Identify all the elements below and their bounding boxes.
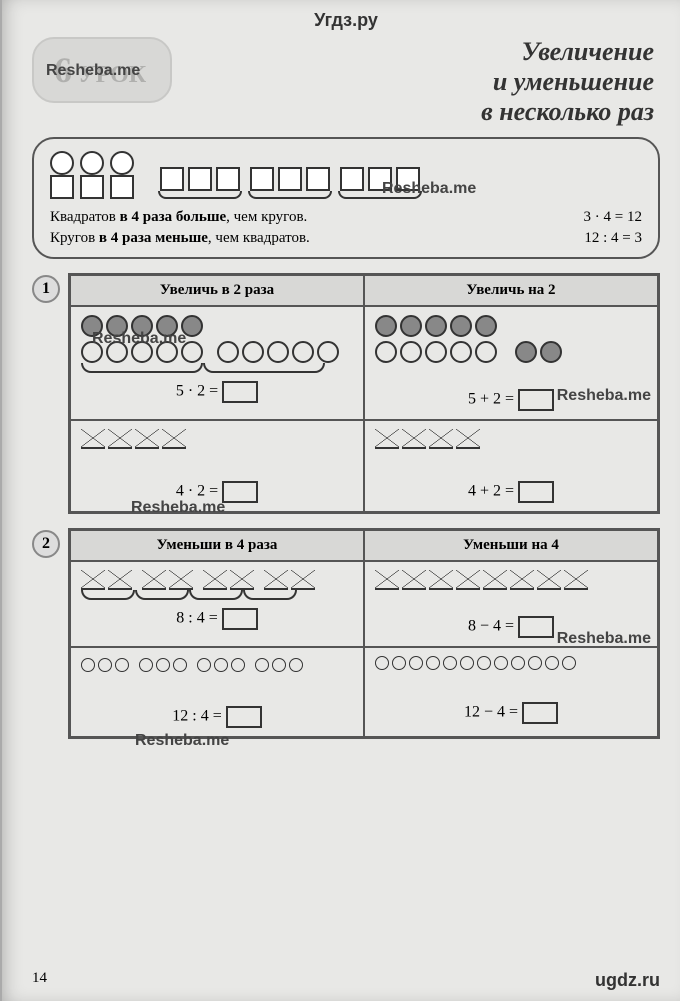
intro-shapes <box>50 151 642 199</box>
ex1-eq-c: 4 · 2 = <box>176 482 218 499</box>
shape-unit <box>80 151 104 199</box>
watermark-4: Resheba.me <box>557 387 651 405</box>
answer-box[interactable] <box>226 706 262 728</box>
exercise-1: 1 Увеличь в 2 раза Увеличь на 2 5 · 2 = … <box>32 273 660 514</box>
top-site-label: Угдз.ру <box>32 10 660 31</box>
exercise-1-grid: Увеличь в 2 раза Увеличь на 2 5 · 2 = 5 … <box>68 273 660 514</box>
header-row: 6 УРОК Увеличение и уменьшение в несколь… <box>32 37 660 127</box>
title-line-1: Увеличение <box>192 37 654 67</box>
title-line-2: и уменьшение <box>192 67 654 97</box>
ex1-eq-d: 4 + 2 = <box>468 482 514 499</box>
ex2-eq-b: 8 − 4 = <box>468 617 514 634</box>
ex2-cell-a: 8 : 4 = <box>70 561 364 647</box>
exercise-number: 1 <box>32 275 60 303</box>
ex1-eq-a: 5 · 2 = <box>176 382 218 399</box>
ex2-eq-d: 12 − 4 = <box>464 703 518 720</box>
intro-line-1: Квадратов в 4 раза больше, чем кругов. <box>50 209 307 226</box>
intro-line-2: Кругов в 4 раза меньше, чем квадратов. <box>50 230 310 247</box>
ex2-cell-d: 12 − 4 = <box>364 647 658 737</box>
title-line-3: в несколько раз <box>192 97 654 127</box>
watermark-6: Resheba.me <box>557 630 651 648</box>
ex1-cell-c: 4 · 2 = Resheba.me <box>70 420 364 512</box>
ex1-header-left: Увеличь в 2 раза <box>70 275 364 306</box>
answer-box[interactable] <box>518 481 554 503</box>
intro-eq-2: 12 : 4 = 3 <box>584 230 642 247</box>
ex1-cell-d: 4 + 2 = <box>364 420 658 512</box>
answer-box[interactable] <box>518 616 554 638</box>
page-number: 14 <box>32 970 47 987</box>
shape-unit <box>50 151 74 199</box>
ex2-cell-c: 12 : 4 = Resheba.me <box>70 647 364 737</box>
watermark-1: Resheba.me <box>46 62 140 80</box>
ex2-cell-b: 8 − 4 = Resheba.me <box>364 561 658 647</box>
answer-box[interactable] <box>222 608 258 630</box>
ex1-cell-b: 5 + 2 = Resheba.me <box>364 306 658 420</box>
ex2-eq-a: 8 : 4 = <box>176 609 217 626</box>
square-group <box>158 167 242 199</box>
ex1-eq-b: 5 + 2 = <box>468 390 514 407</box>
square-group <box>248 167 332 199</box>
answer-box[interactable] <box>222 381 258 403</box>
exercise-number: 2 <box>32 530 60 558</box>
watermark-3: Resheba.me <box>92 330 186 348</box>
ex1-header-right: Увеличь на 2 <box>364 275 658 306</box>
watermark-2: Resheba.me <box>382 180 476 198</box>
page-title: Увеличение и уменьшение в несколько раз <box>192 37 660 127</box>
answer-box[interactable] <box>518 389 554 411</box>
exercise-2: 2 Уменьши в 4 раза Уменьши на 4 8 : 4 = … <box>32 528 660 739</box>
ex2-eq-c: 12 : 4 = <box>172 707 221 724</box>
watermark-7: Resheba.me <box>135 732 229 750</box>
ex2-header-right: Уменьши на 4 <box>364 530 658 561</box>
answer-box[interactable] <box>222 481 258 503</box>
intro-text: Квадратов в 4 раза больше, чем кругов. 3… <box>50 209 642 247</box>
intro-eq-1: 3 · 4 = 12 <box>584 209 642 226</box>
ex1-cell-a: 5 · 2 = <box>70 306 364 420</box>
bottom-site-label: ugdz.ru <box>595 970 660 991</box>
shape-unit <box>110 151 134 199</box>
page: Угдз.ру Resheba.me 6 УРОК Увеличение и у… <box>0 0 680 1001</box>
answer-box[interactable] <box>522 702 558 724</box>
intro-box: Квадратов в 4 раза больше, чем кругов. 3… <box>32 137 660 259</box>
exercise-2-grid: Уменьши в 4 раза Уменьши на 4 8 : 4 = 8 … <box>68 528 660 739</box>
ex2-header-left: Уменьши в 4 раза <box>70 530 364 561</box>
watermark-5: Resheba.me <box>131 499 225 517</box>
